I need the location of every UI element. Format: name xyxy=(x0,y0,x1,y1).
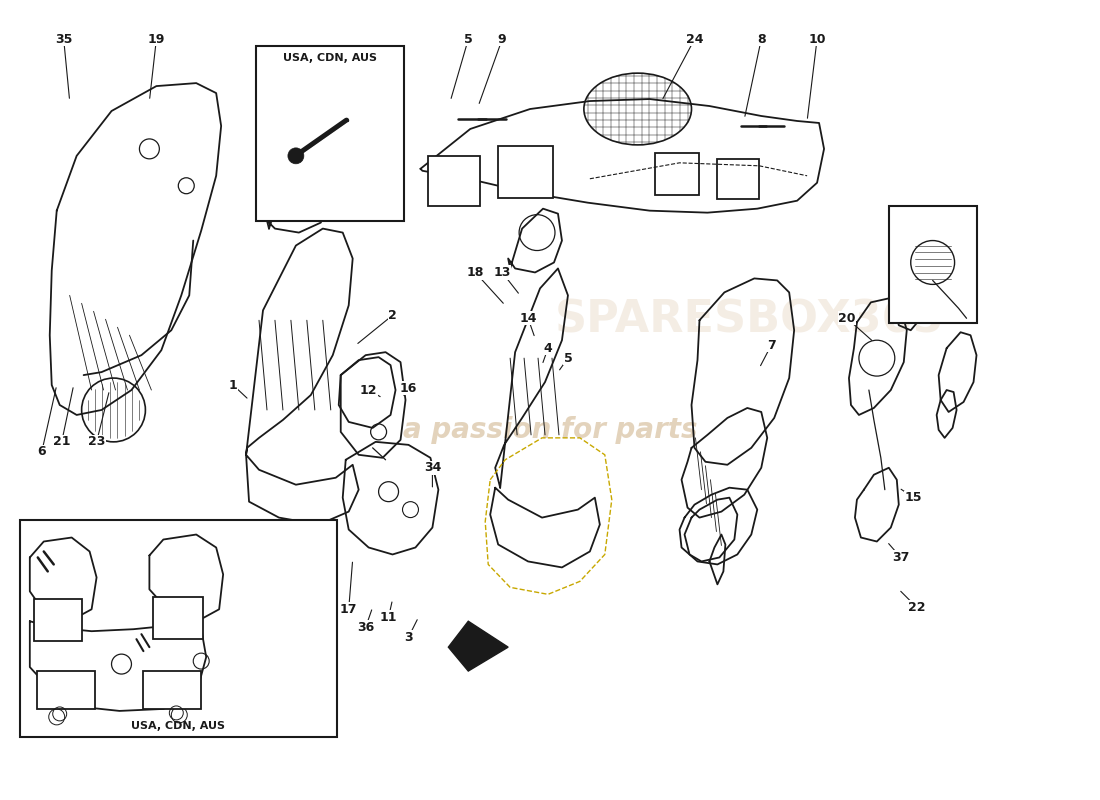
Text: 13: 13 xyxy=(494,266,510,279)
Text: 27: 27 xyxy=(205,551,222,564)
Text: USA, CDN, AUS: USA, CDN, AUS xyxy=(131,721,226,731)
Bar xyxy=(20,519,337,737)
Bar xyxy=(153,598,204,639)
Bar xyxy=(143,671,201,709)
Text: 22: 22 xyxy=(908,601,925,614)
Text: 29: 29 xyxy=(232,521,250,534)
Text: 17: 17 xyxy=(340,602,358,616)
Text: 28: 28 xyxy=(202,701,220,714)
Bar xyxy=(498,146,553,198)
Text: 18: 18 xyxy=(466,266,484,279)
Text: 37: 37 xyxy=(892,551,910,564)
Text: 5: 5 xyxy=(563,352,572,365)
Text: 1: 1 xyxy=(229,378,238,391)
Text: 30: 30 xyxy=(251,528,267,541)
Bar xyxy=(256,46,404,221)
Bar xyxy=(654,153,700,194)
Text: 9: 9 xyxy=(498,33,506,46)
Text: 10: 10 xyxy=(220,561,238,574)
Text: 4: 4 xyxy=(543,342,552,354)
Bar xyxy=(889,206,977,323)
Bar xyxy=(34,599,81,641)
Text: 14: 14 xyxy=(519,312,537,325)
Text: 15: 15 xyxy=(905,491,923,504)
Bar xyxy=(717,159,759,198)
Text: 10: 10 xyxy=(808,33,826,46)
Text: 31: 31 xyxy=(214,528,232,541)
Text: 33: 33 xyxy=(932,209,949,222)
Polygon shape xyxy=(449,622,508,671)
Text: 6: 6 xyxy=(37,446,46,458)
Text: 27: 27 xyxy=(41,551,58,564)
Text: 21: 21 xyxy=(53,435,70,448)
Text: 7: 7 xyxy=(767,338,775,352)
Text: 32: 32 xyxy=(261,130,277,142)
Text: USA, CDN, AUS: USA, CDN, AUS xyxy=(283,54,377,63)
Text: 20: 20 xyxy=(838,312,856,325)
Text: 30: 30 xyxy=(118,528,135,541)
Text: 25: 25 xyxy=(65,521,82,534)
Text: 36: 36 xyxy=(358,621,374,634)
Text: 16: 16 xyxy=(399,382,417,394)
Text: 11: 11 xyxy=(379,610,397,624)
Text: 29: 29 xyxy=(101,521,118,534)
Text: 8: 8 xyxy=(757,33,766,46)
Text: 3: 3 xyxy=(404,630,412,644)
Text: 19: 19 xyxy=(147,33,165,46)
Text: 5: 5 xyxy=(464,33,473,46)
Text: 2: 2 xyxy=(388,309,397,322)
Text: 28: 28 xyxy=(23,701,41,714)
Text: 31: 31 xyxy=(31,535,48,548)
Text: 34: 34 xyxy=(424,462,441,474)
Text: 23: 23 xyxy=(88,435,106,448)
Circle shape xyxy=(288,148,304,164)
Text: 26: 26 xyxy=(192,518,210,531)
Text: 9: 9 xyxy=(28,685,36,698)
Text: SPARESBOX365: SPARESBOX365 xyxy=(554,298,944,342)
Text: a passion for parts: a passion for parts xyxy=(403,416,697,444)
Text: 24: 24 xyxy=(685,33,703,46)
Text: 35: 35 xyxy=(55,33,73,46)
Text: 12: 12 xyxy=(360,383,377,397)
Bar xyxy=(428,156,481,206)
Bar xyxy=(36,671,95,709)
